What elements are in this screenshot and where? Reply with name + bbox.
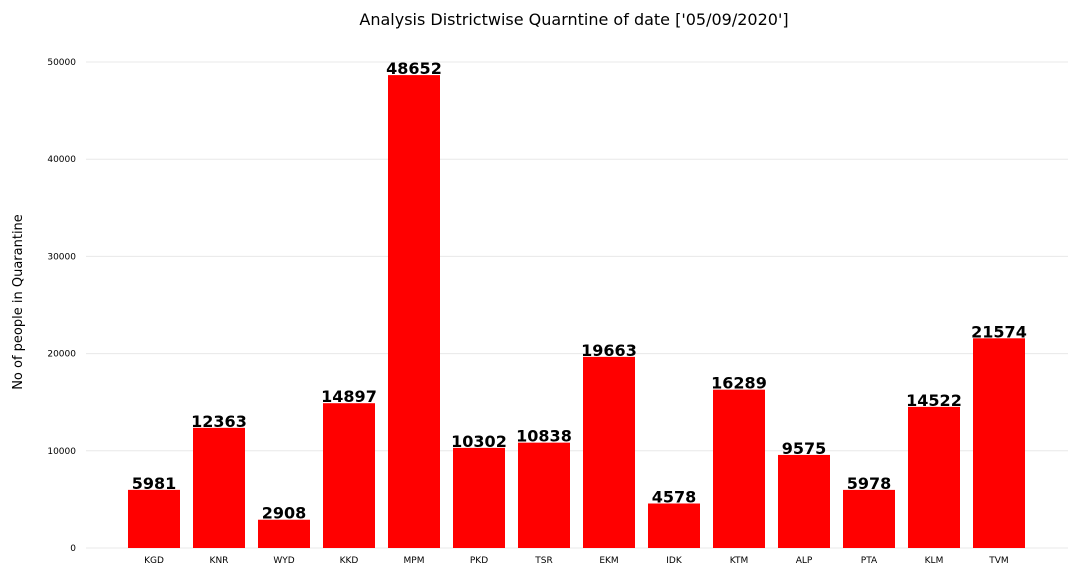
y-tick-label: 0 (70, 544, 76, 554)
data-label: 10838 (516, 427, 572, 446)
data-label: 9575 (782, 439, 827, 458)
x-tick-label: WYD (273, 556, 294, 566)
x-tick-label: PKD (470, 556, 488, 566)
data-label: 19663 (581, 341, 637, 360)
bar (713, 389, 765, 548)
y-tick-label: 30000 (47, 252, 76, 262)
bars (128, 75, 1025, 548)
data-label: 14522 (906, 391, 962, 410)
y-tick-label: 10000 (47, 447, 76, 457)
bar (778, 454, 830, 548)
bar (388, 75, 440, 548)
x-tick-label: PTA (861, 556, 878, 566)
bar (323, 403, 375, 548)
x-tick-label: KGD (144, 556, 164, 566)
data-label: 2908 (262, 504, 307, 523)
y-tick-label: 40000 (47, 155, 76, 165)
data-label: 16289 (711, 374, 767, 393)
data-label: 10302 (451, 432, 507, 451)
bar (583, 356, 635, 548)
x-tick-label: TSR (534, 556, 552, 566)
x-axis-ticks: KGD KNR WYD KKD MPM PKD TSR EKM IDK KTM ALP PTA KLM T… (144, 556, 1009, 566)
x-tick-label: KNR (210, 556, 229, 566)
bar (973, 338, 1025, 548)
data-label: 12363 (191, 412, 247, 431)
data-label: 48652 (386, 59, 442, 78)
data-labels: 5981 12363 2908 14897 48652 10302 10838 19663 45… (132, 59, 1027, 523)
x-tick-label: KKD (340, 556, 359, 566)
bar (843, 489, 895, 548)
x-tick-label: MPM (404, 556, 425, 566)
bar (518, 442, 570, 548)
data-label: 4578 (652, 488, 697, 507)
data-label: 14897 (321, 387, 377, 406)
y-tick-label: 50000 (47, 58, 76, 68)
grid-lines (86, 61, 1068, 549)
bar (258, 519, 310, 548)
y-axis-ticks: 0 10000 20000 30000 40000 50000 (47, 58, 76, 554)
bar (193, 427, 245, 548)
data-label: 5978 (847, 474, 892, 493)
x-tick-label: EKM (599, 556, 618, 566)
bar (453, 447, 505, 548)
chart-title: Analysis Districtwise Quarntine of date … (359, 10, 788, 29)
x-tick-label: KLM (925, 556, 944, 566)
x-tick-label: ALP (796, 556, 813, 566)
x-tick-label: IDK (666, 556, 683, 566)
bar (648, 503, 700, 548)
y-axis-label: No of people in Quarantine (11, 214, 26, 390)
bar (128, 489, 180, 548)
data-label: 5981 (132, 474, 177, 493)
data-label: 21574 (971, 322, 1027, 341)
bar (908, 406, 960, 548)
y-tick-label: 20000 (47, 350, 76, 360)
x-tick-label: KTM (730, 556, 748, 566)
x-tick-label: TVM (988, 556, 1008, 566)
